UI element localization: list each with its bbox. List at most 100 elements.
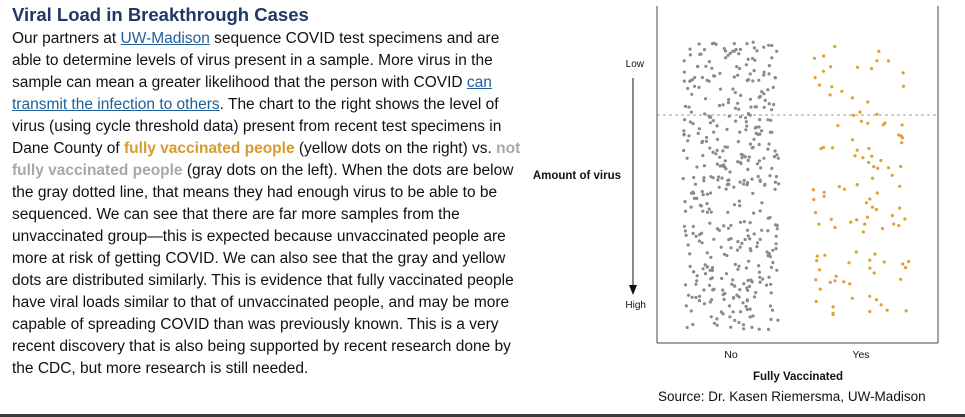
uw-madison-link[interactable]: UW-Madison [120, 30, 210, 47]
vaccinated-dot [901, 262, 905, 266]
unvaccinated-dot [757, 78, 761, 82]
unvaccinated-dot [714, 152, 718, 156]
unvaccinated-dot [742, 182, 746, 186]
unvaccinated-dot [762, 73, 766, 77]
unvaccinated-dot [725, 145, 730, 149]
transmit-infection-link[interactable]: can transmit the infection to others [12, 74, 492, 113]
unvaccinated-dot [748, 315, 752, 319]
unvaccinated-dot [723, 49, 728, 53]
unvaccinated-dot [739, 161, 743, 166]
y-axis-label: Amount of virus [533, 170, 621, 182]
unvaccinated-dot [744, 63, 748, 67]
unvaccinated-dot [719, 310, 723, 314]
unvaccinated-dot [748, 237, 752, 241]
unvaccinated-dot [738, 130, 742, 134]
unvaccinated-dot [750, 325, 754, 329]
unvaccinated-dot [757, 270, 761, 274]
unvaccinated-dot [751, 79, 755, 83]
unvaccinated-dot [756, 174, 760, 179]
unvaccinated-dot [774, 242, 778, 246]
unvaccinated-dot [683, 104, 688, 108]
unvaccinated-dot [682, 79, 686, 83]
unvaccinated-dot [708, 121, 713, 125]
unvaccinated-dot [760, 201, 764, 205]
vaccinated-dot [817, 83, 822, 87]
unvaccinated-dot [759, 166, 763, 170]
unvaccinated-dot [741, 153, 745, 157]
unvaccinated-dot [728, 315, 732, 319]
vaccinated-dot [833, 279, 837, 283]
unvaccinated-dot [773, 76, 777, 80]
unvaccinated-dot [742, 220, 746, 224]
vaccinated-dot [818, 287, 822, 291]
unvaccinated-dot [758, 209, 762, 213]
unvaccinated-dot [684, 233, 688, 237]
vaccinated-dot [887, 166, 891, 170]
unvaccinated-dot [762, 156, 766, 160]
vaccinated-dot [818, 268, 822, 272]
unvaccinated-dot [703, 272, 708, 276]
vaccinated-dot [898, 184, 902, 188]
unvaccinated-dot [689, 110, 693, 114]
vaccinated-dot [828, 93, 832, 97]
unvaccinated-dot [747, 155, 751, 159]
vaccinated-dot [901, 84, 906, 88]
vaccinated-dot [879, 158, 883, 163]
unvaccinated-dot [765, 283, 769, 287]
vaccinated-dot [813, 76, 817, 80]
unvaccinated-dot [737, 52, 741, 56]
vaccinated-dot [897, 133, 901, 137]
vaccinated-dot [900, 123, 904, 127]
unvaccinated-dot [745, 286, 749, 290]
unvaccinated-dot [732, 203, 737, 207]
unvaccinated-dot [768, 130, 772, 134]
unvaccinated-dot [688, 252, 692, 256]
unvaccinated-dot [755, 241, 760, 245]
unvaccinated-dot [754, 291, 758, 295]
vaccinated-dot [877, 49, 881, 54]
vaccinated-dot [881, 123, 885, 127]
unvaccinated-dot [766, 229, 770, 233]
vaccinated-dot [870, 154, 874, 158]
unvaccinated-dot [717, 175, 721, 179]
unvaccinated-dot [771, 85, 775, 89]
vaccinated-dot [814, 299, 818, 304]
unvaccinated-dot [701, 153, 705, 158]
unvaccinated-dot [747, 259, 751, 263]
vaccinated-dot [833, 225, 837, 230]
unvaccinated-dot [773, 187, 777, 191]
unvaccinated-dot [736, 240, 740, 244]
unvaccinated-dot [743, 155, 747, 159]
unvaccinated-dot [771, 260, 775, 265]
vaccinated-dot [837, 185, 841, 189]
unvaccinated-dot [710, 298, 714, 302]
vaccinated-dot [850, 138, 855, 142]
unvaccinated-dot [695, 279, 699, 283]
vaccinated-dot [874, 298, 879, 302]
unvaccinated-dot [769, 282, 773, 286]
vaccinated-dot [814, 278, 818, 282]
unvaccinated-dot [693, 76, 697, 80]
unvaccinated-dot [772, 102, 776, 107]
unvaccinated-dot [736, 160, 740, 164]
vaccinated-dot [904, 266, 908, 270]
unvaccinated-dot [742, 327, 746, 331]
unvaccinated-dot [717, 228, 721, 232]
unvaccinated-dot [765, 250, 769, 254]
vaccinated-dot [821, 69, 825, 73]
unvaccinated-dot [712, 237, 716, 241]
unvaccinated-dot [774, 234, 778, 238]
unvaccinated-dot [689, 205, 693, 209]
unvaccinated-dot [755, 245, 759, 249]
unvaccinated-dot [698, 203, 702, 207]
vaccinated-dot [849, 220, 853, 224]
unvaccinated-dot [708, 146, 712, 150]
unvaccinated-dot [738, 204, 742, 208]
unvaccinated-dot [748, 221, 752, 225]
unvaccinated-dot [731, 310, 735, 314]
unvaccinated-dot [731, 87, 735, 91]
vaccinated-dot [900, 136, 904, 140]
unvaccinated-dot [768, 304, 772, 308]
vaccinated-dot [866, 100, 870, 104]
unvaccinated-dot [737, 264, 741, 268]
